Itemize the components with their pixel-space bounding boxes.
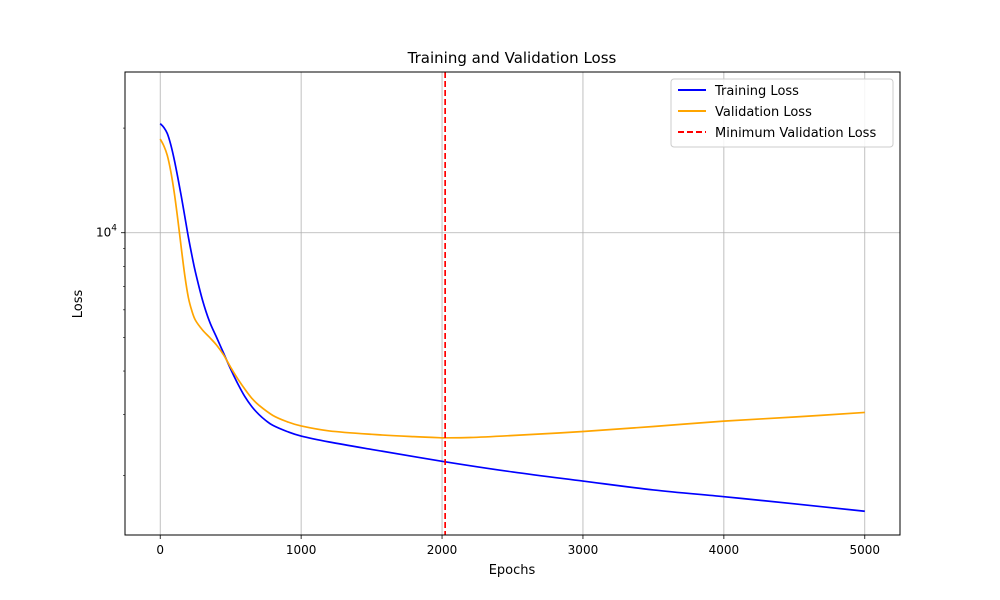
y-tick-label-exponent: 4 <box>111 224 117 234</box>
legend-label-min-validation: Minimum Validation Loss <box>715 126 876 141</box>
x-tick-label: 5000 <box>849 543 880 557</box>
legend-label-training: Training Loss <box>714 84 799 99</box>
x-tick-label: 0 <box>156 543 164 557</box>
axis-ticks: 0 1000 2000 3000 4000 5000 104 <box>96 127 880 557</box>
legend-label-validation: Validation Loss <box>715 105 812 120</box>
y-tick-label-base: 10 <box>96 226 111 240</box>
legend-box <box>670 78 894 148</box>
plot-frame <box>124 71 901 536</box>
legend: Training Loss Validation Loss Minimum Va… <box>670 78 894 148</box>
x-tick-label: 2000 <box>427 543 458 557</box>
y-axis-label: Loss <box>71 290 86 319</box>
y-tick-label: 104 <box>96 224 117 240</box>
x-axis-label: Epochs <box>489 563 536 578</box>
x-tick-label: 3000 <box>568 543 599 557</box>
chart-title: Training and Validation Loss <box>407 49 617 67</box>
grid <box>125 72 900 535</box>
x-tick-label: 4000 <box>709 543 740 557</box>
training-loss-line <box>159 123 865 513</box>
x-tick-label: 1000 <box>286 543 317 557</box>
validation-loss-line <box>159 138 865 439</box>
series-layer <box>159 72 865 535</box>
